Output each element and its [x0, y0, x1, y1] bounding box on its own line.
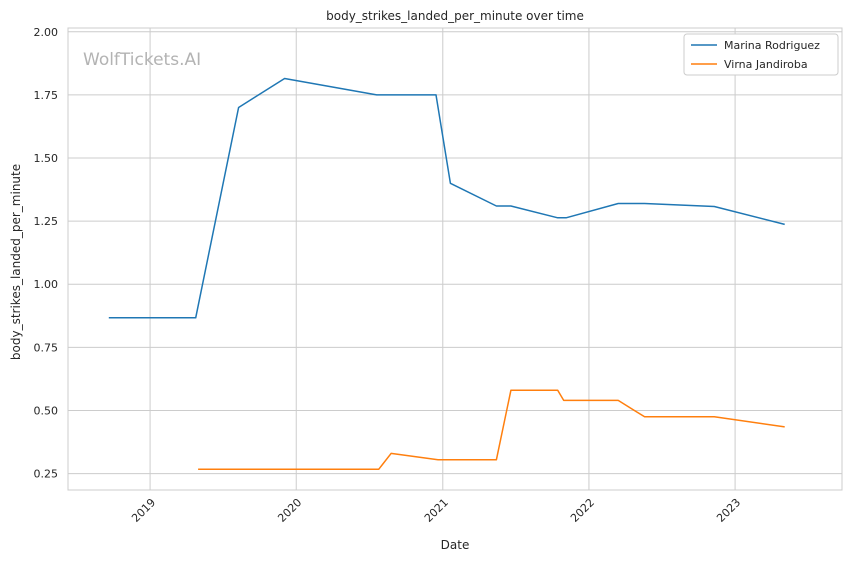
plot-frame — [67, 27, 843, 491]
y-tick-label: 0.50 — [34, 404, 59, 417]
series-line-virna-jandiroba — [198, 389, 785, 471]
legend-label-virna-jandiroba: Virna Jandiroba — [724, 58, 808, 71]
x-axis-label: Date — [441, 538, 470, 552]
x-tick-label: 2021 — [422, 496, 451, 525]
y-tick-label: 0.75 — [34, 341, 59, 354]
legend-label-marina-rodriguez: Marina Rodriguez — [724, 39, 820, 52]
x-tick-label: 2022 — [568, 496, 597, 525]
y-tick-labels: 0.25 0.50 0.75 1.00 1.25 1.50 1.75 2.00 — [34, 26, 59, 481]
y-axis-label: body_strikes_landed_per_minute — [9, 164, 23, 360]
y-tick-label: 2.00 — [34, 26, 59, 39]
y-tick-label: 1.50 — [34, 152, 59, 165]
x-tick-label: 2023 — [714, 496, 743, 525]
x-tick-labels: 2019 2020 2021 2022 2023 — [129, 496, 743, 525]
legend: Marina Rodriguez Virna Jandiroba — [683, 33, 839, 76]
grid-lines — [68, 28, 842, 490]
y-tick-label: 1.75 — [34, 89, 59, 102]
series-line-marina-rodriguez — [108, 77, 785, 319]
legend-box — [683, 33, 839, 76]
chart-title: body_strikes_landed_per_minute over time — [326, 9, 584, 23]
y-tick-label: 0.25 — [34, 468, 59, 481]
x-tick-label: 2020 — [275, 496, 304, 525]
watermark: WolfTickets.AI — [83, 50, 201, 70]
y-tick-label: 1.00 — [34, 278, 59, 291]
series-lines — [108, 77, 785, 471]
y-tick-label: 1.25 — [34, 215, 59, 228]
x-tick-label: 2019 — [129, 496, 158, 525]
